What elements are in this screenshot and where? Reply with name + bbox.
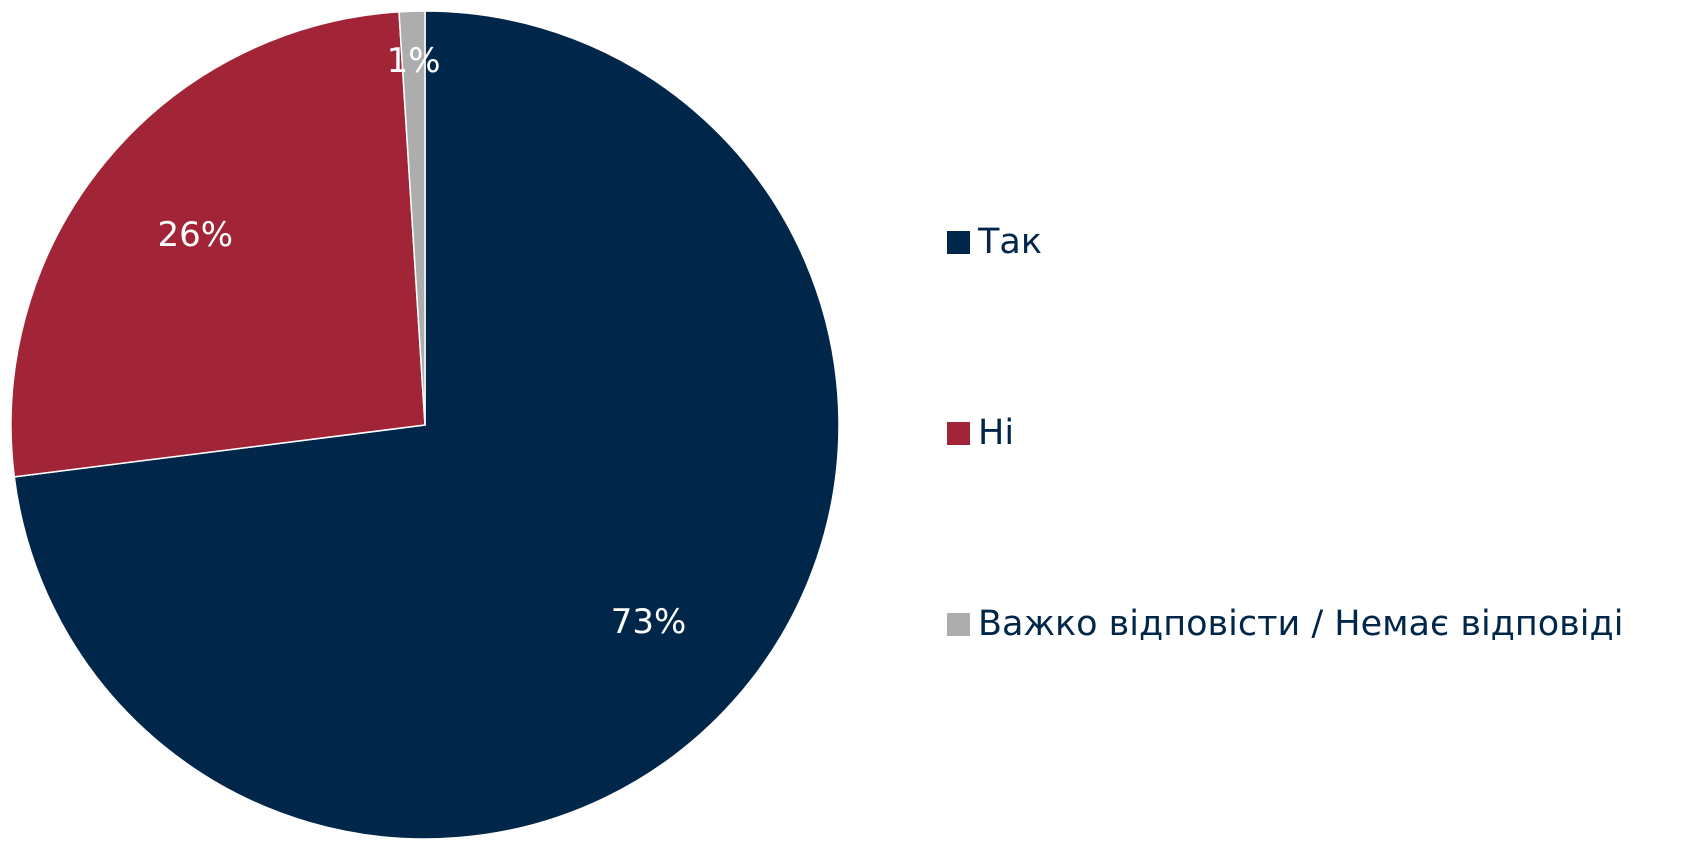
pie-chart-svg: 73% 26% 1% <box>10 10 840 840</box>
pie-slice-tak <box>13 10 840 840</box>
pie-slice-hard-to-answer <box>398 10 426 426</box>
legend-item-tak: Так <box>947 218 1042 266</box>
legend-item-ni: Ні <box>947 409 1014 457</box>
data-label-tak: 73% <box>611 602 687 642</box>
legend-swatch-tak <box>947 230 970 254</box>
data-label-ni: 26% <box>158 215 234 255</box>
legend-label-ni: Ні <box>978 413 1015 453</box>
pie-slice-ni <box>10 11 426 478</box>
legend-item-hard-to-answer: Важко відповісти / Немає відповіді <box>947 600 1623 648</box>
legend: Так Ні Важко відповісти / Немає відповід… <box>947 0 1685 839</box>
data-label-hard-to-answer: 1% <box>387 41 441 81</box>
legend-swatch-hard-to-answer <box>947 612 970 636</box>
legend-label-hard-to-answer: Важко відповісти / Немає відповіді <box>978 604 1624 644</box>
pie-data-labels: 73% 26% 1% <box>158 41 687 642</box>
legend-label-tak: Так <box>978 222 1042 262</box>
pie-slices <box>10 10 840 840</box>
legend-swatch-ni <box>947 421 970 445</box>
